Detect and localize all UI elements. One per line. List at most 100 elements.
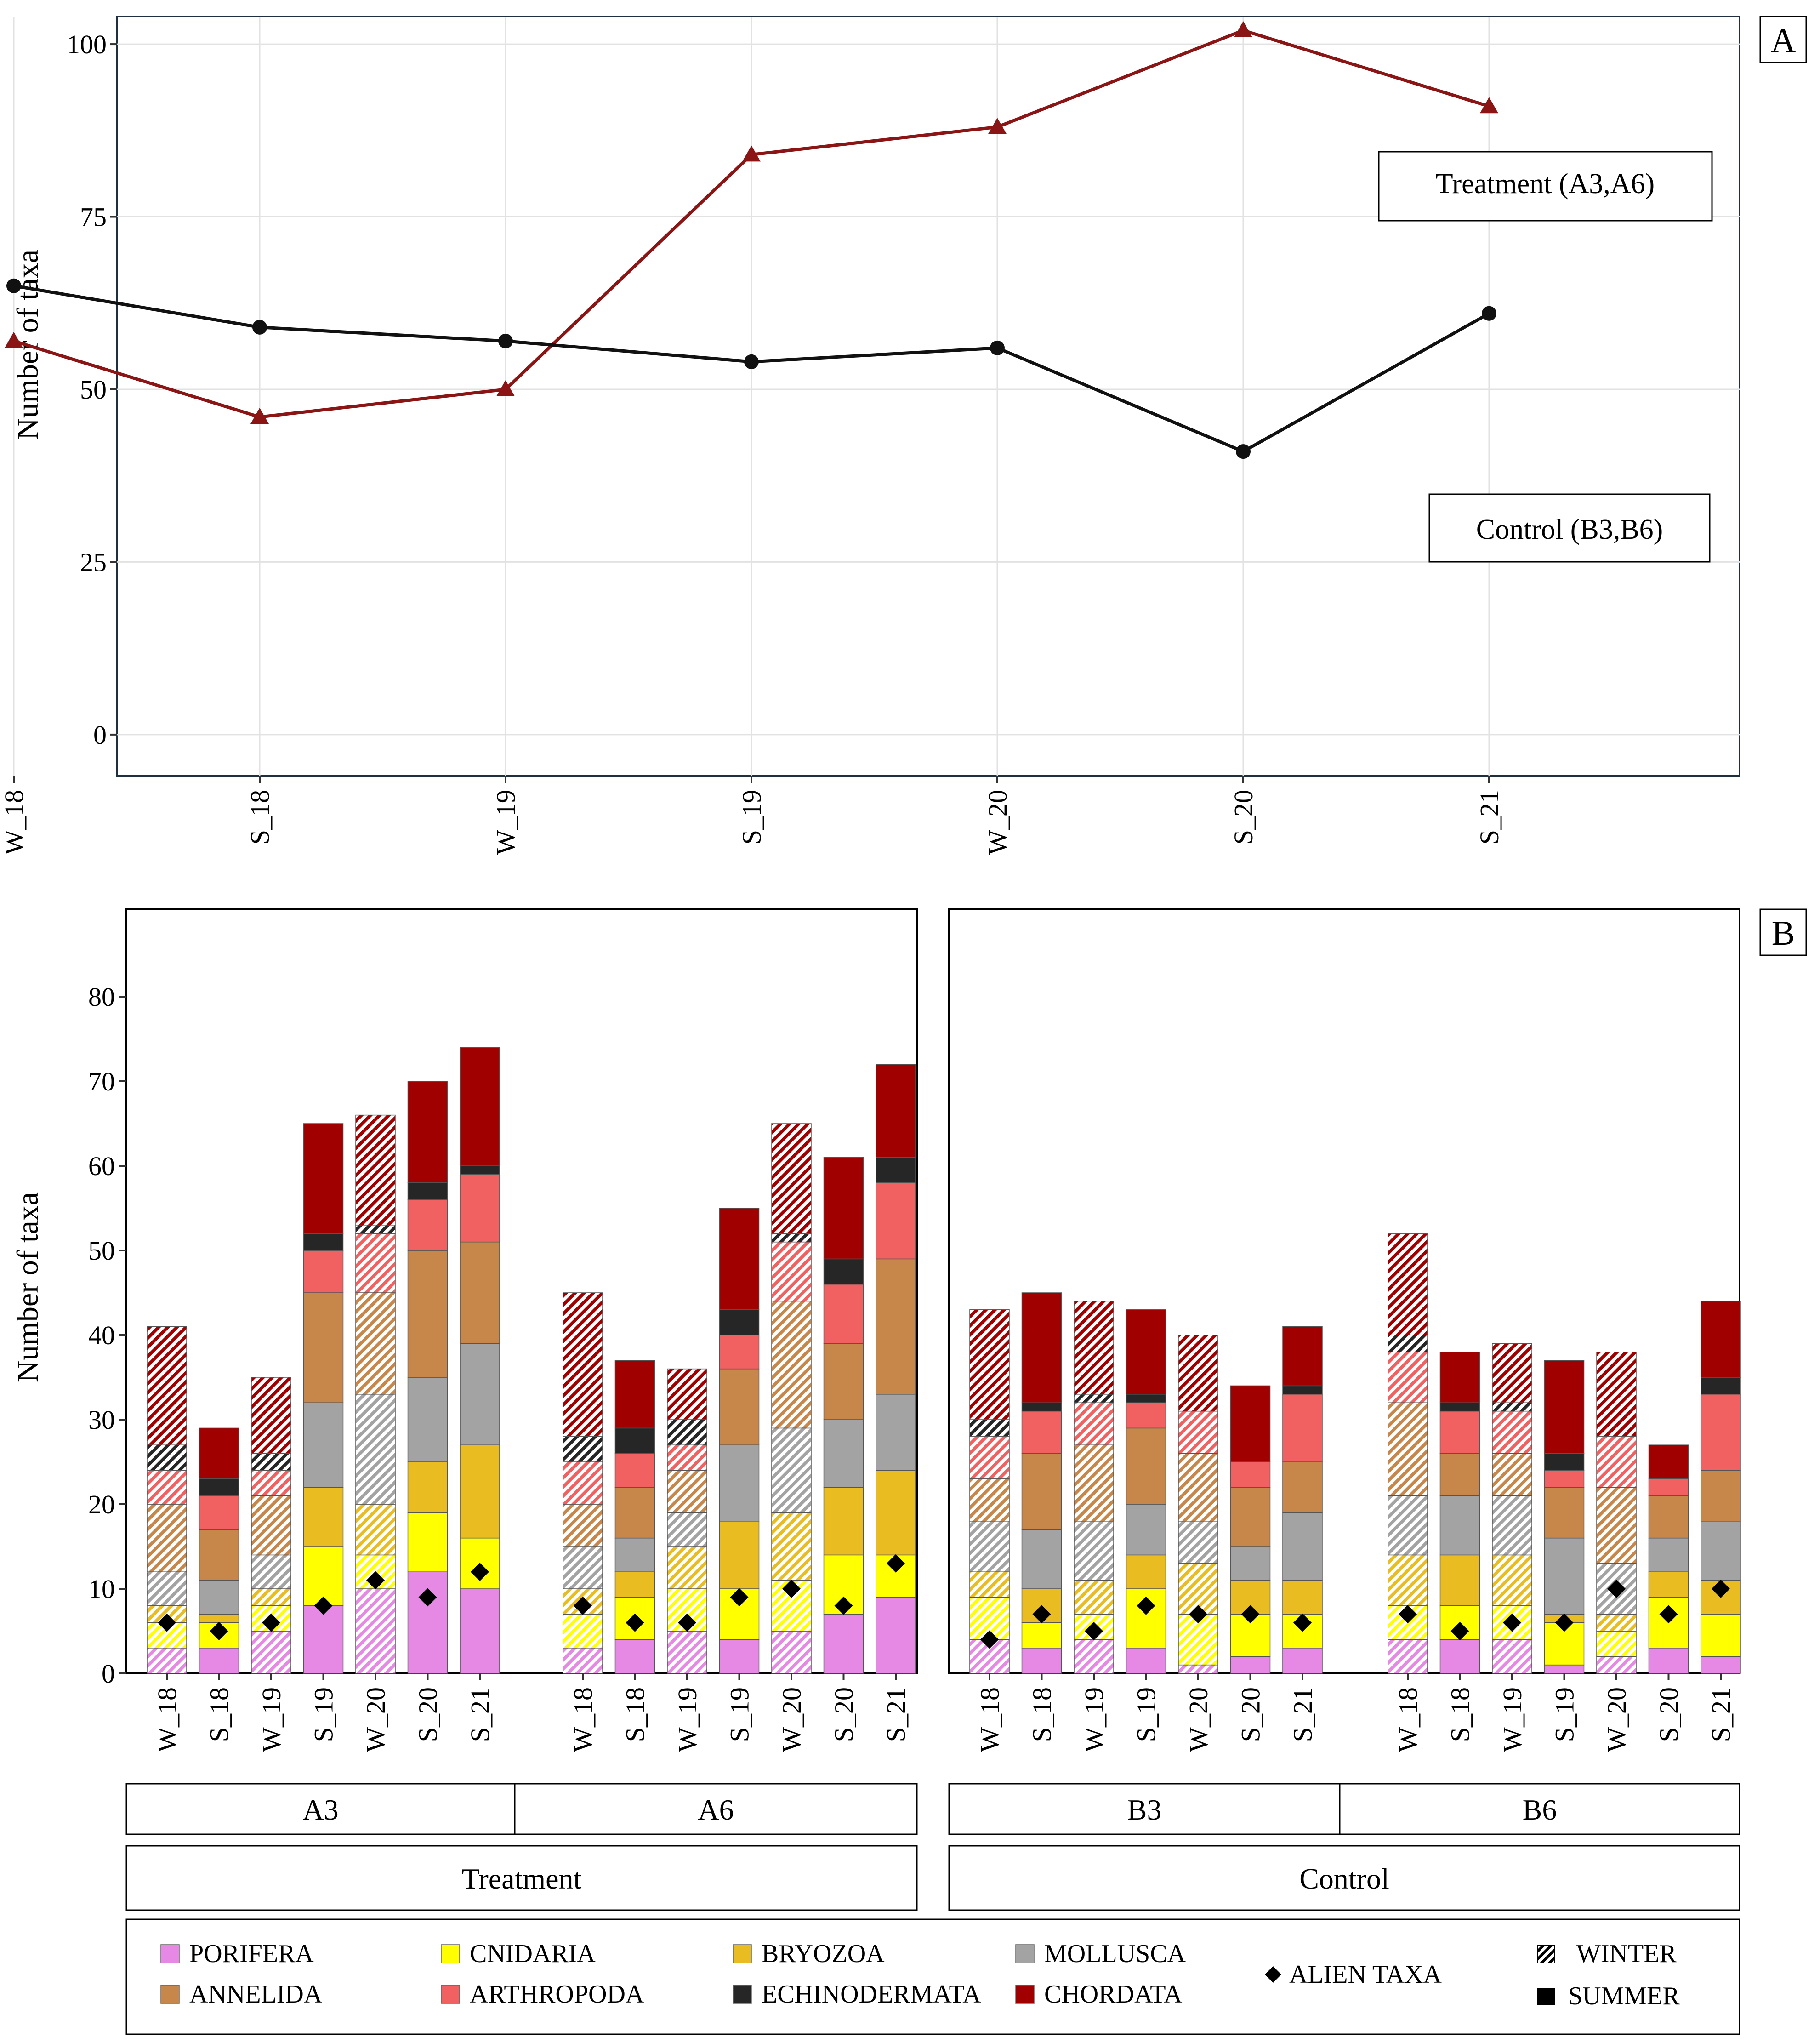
bar-segment-arthropoda <box>303 1250 344 1293</box>
bar-segment-arthropoda <box>1178 1410 1218 1454</box>
legend-diamond <box>1265 1966 1281 1983</box>
bar-A3-S_21 <box>460 1047 500 1674</box>
alien-taxa-marker <box>574 1596 592 1615</box>
bar-segment-annelida <box>1492 1453 1532 1496</box>
control-label-text: Control (B3,B6) <box>1476 514 1663 545</box>
panel-b-label: B <box>1772 914 1795 953</box>
bar-segment-porifera <box>1596 1656 1637 1674</box>
bar-segment-arthropoda <box>199 1495 239 1530</box>
bar-segment-echinodermata <box>1021 1402 1062 1412</box>
bar-segment-porifera <box>460 1588 500 1674</box>
bar-segment-bryozoa <box>407 1461 448 1513</box>
bar-segment-annelida <box>199 1529 239 1581</box>
bar-segment-chordata <box>1021 1292 1062 1403</box>
bar-segment-annelida <box>460 1241 500 1344</box>
bar-segment-bryozoa <box>614 1571 655 1598</box>
y-tick-label: 10 <box>88 1574 115 1604</box>
bar-B3-S_18 <box>1021 1292 1062 1674</box>
y-tick-label: 40 <box>88 1320 115 1350</box>
bar-B3-S_20 <box>1230 1385 1271 1674</box>
bar-segment-echinodermata <box>876 1157 916 1183</box>
legend-swatch <box>1015 1985 1035 2004</box>
bar-segment-chordata <box>1648 1444 1689 1479</box>
panel-b-label-box <box>1759 908 1807 956</box>
bar-segment-arthropoda <box>1074 1402 1114 1445</box>
bar-segment-chordata <box>460 1047 500 1166</box>
x-tick-label: S_18 <box>620 1687 650 1742</box>
bar-A6-W_19 <box>667 1368 707 1674</box>
x-tick-label: W_20 <box>1602 1687 1632 1752</box>
legend-item-alien-taxa: ALIEN TAXA <box>1265 1960 1442 1989</box>
x-tick-label: S_21 <box>1474 790 1504 845</box>
alien-taxa-marker <box>1607 1580 1626 1598</box>
bar-A6-W_20 <box>771 1123 812 1674</box>
legend-item-summer: SUMMER <box>1537 1982 1680 2010</box>
bar-segment-porifera <box>251 1631 291 1674</box>
alien-taxa-marker <box>1503 1613 1521 1632</box>
bar-segment-mollusca <box>823 1419 864 1488</box>
bar-segment-mollusca <box>303 1402 344 1488</box>
bar-segment-porifera <box>1439 1639 1480 1674</box>
bar-segment-chordata <box>614 1360 655 1429</box>
x-tick-label: W_20 <box>983 790 1012 855</box>
control-point <box>6 278 21 293</box>
bar-segment-echinodermata <box>563 1436 603 1462</box>
bar-segment-mollusca <box>1492 1495 1532 1556</box>
bar-A3-W_19 <box>251 1377 291 1674</box>
panel-b-control-frame <box>948 908 1740 1674</box>
x-tick-label: S_18 <box>1027 1687 1057 1742</box>
treatment-point <box>496 380 515 396</box>
alien-taxa-marker <box>314 1596 333 1615</box>
x-tick-label: S_20 <box>413 1687 443 1742</box>
bar-segment-annelida <box>876 1258 916 1395</box>
bar-segment-echinodermata <box>1388 1335 1428 1352</box>
bar-segment-chordata <box>876 1064 916 1158</box>
bar-segment-bryozoa <box>1282 1580 1323 1615</box>
group-strip-box <box>125 1845 918 1911</box>
bar-segment-porifera <box>1544 1664 1585 1674</box>
bar-segment-mollusca <box>1648 1537 1689 1572</box>
bar-segment-mollusca <box>719 1444 760 1522</box>
bar-segment-chordata <box>1074 1301 1114 1395</box>
bar-segment-porifera <box>1701 1656 1741 1674</box>
panel-b-treatment-frame <box>125 908 918 1674</box>
bar-segment-porifera <box>1230 1656 1271 1674</box>
y-tick-label: 50 <box>88 1236 115 1266</box>
bar-segment-cnidaria <box>1596 1631 1637 1657</box>
bar-segment-arthropoda <box>563 1461 603 1505</box>
legend-item-cnidaria: CNIDARIA <box>441 1940 596 1968</box>
legend-label: CHORDATA <box>1044 1980 1183 2009</box>
treatment-point <box>1234 21 1252 38</box>
bar-segment-mollusca <box>251 1554 291 1589</box>
site-strip-label: A3 <box>302 1793 338 1826</box>
bar-segment-chordata <box>719 1208 760 1310</box>
bar-B6-S_20 <box>1648 1444 1689 1674</box>
bar-segment-bryozoa <box>1074 1580 1114 1615</box>
bar-segment-mollusca <box>771 1427 812 1513</box>
x-tick-label: W_19 <box>1079 1687 1109 1752</box>
alien-taxa-marker <box>1712 1580 1730 1598</box>
y-tick-label: 0 <box>102 1659 115 1689</box>
bar-segment-bryozoa <box>1492 1554 1532 1606</box>
legend-swatch <box>160 1985 180 2004</box>
bar-segment-porifera <box>407 1571 448 1674</box>
x-tick-label: S_20 <box>1228 790 1258 845</box>
legend-item-porifera: PORIFERA <box>160 1940 314 1968</box>
x-tick-label: W_18 <box>975 1687 1005 1752</box>
x-tick-label: S_21 <box>881 1687 911 1742</box>
bar-A3-W_20 <box>355 1114 396 1674</box>
control-series-label: Control (B3,B6) <box>1428 493 1711 563</box>
alien-taxa-marker <box>1450 1622 1469 1640</box>
x-tick-label: S_18 <box>245 790 275 845</box>
bar-segment-porifera <box>147 1648 187 1674</box>
bar-segment-porifera <box>355 1588 396 1674</box>
bar-segment-mollusca <box>1388 1495 1428 1556</box>
treatment-point <box>5 331 23 348</box>
control-point <box>252 320 267 335</box>
alien-taxa-marker <box>1399 1605 1417 1624</box>
legend-item-bryozoa: BRYOZOA <box>733 1940 885 1968</box>
bar-segment-chordata <box>1388 1233 1428 1335</box>
alien-taxa-marker <box>678 1613 696 1632</box>
bar-segment-annelida <box>771 1301 812 1429</box>
